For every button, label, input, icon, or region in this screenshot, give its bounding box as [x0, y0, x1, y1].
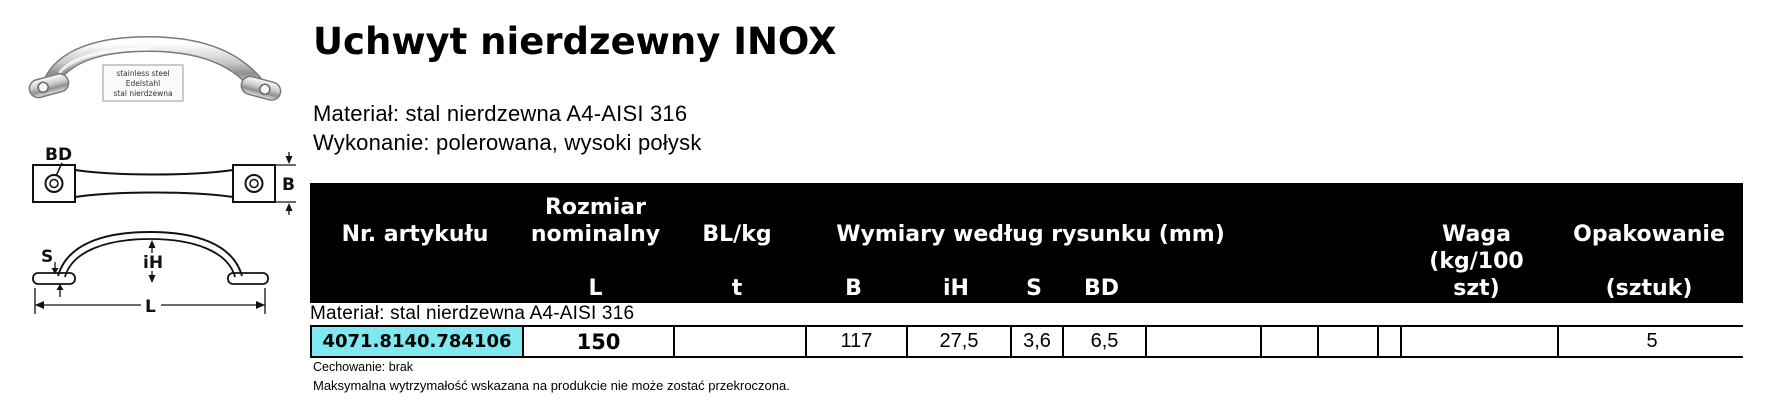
cell-dim-ih: 27,5: [906, 327, 1010, 356]
handle-left-ear: [28, 73, 70, 99]
technical-drawing: BD B S iH L: [32, 145, 296, 317]
cell-pack: 5: [1557, 327, 1745, 356]
product-photo: stainless steel Edelstahl stal nierdzewn…: [28, 35, 282, 102]
header-col-bl: BL/kg t: [671, 194, 803, 303]
cell-bl: [673, 327, 805, 356]
strength-note: Maksymalna wytrzymałość wskazana na prod…: [313, 378, 790, 393]
table-group-label: Materiał: stal nierdzewna A4-AISI 316: [310, 303, 635, 324]
header-dim-ih: iH: [943, 276, 969, 301]
product-table: Nr. artykułu Rozmiar nominalny L BL/kg t…: [310, 183, 1745, 358]
handle-right-ear: [240, 75, 282, 101]
table-header: Nr. artykułu Rozmiar nominalny L BL/kg t…: [310, 183, 1743, 303]
header-pack-line2: (sztuk): [1605, 276, 1693, 301]
header-dims-label: Wymiary według rysunku (mm): [836, 222, 1225, 247]
dim-label-ih: iH: [143, 253, 163, 273]
cell-dim-s: 3,6: [1010, 327, 1062, 356]
header-size-line2: nominalny: [530, 222, 661, 247]
dim-label-bd: BD: [45, 145, 72, 165]
page-title: Uchwyt nierdzewny INOX: [313, 20, 837, 63]
cell-article-number[interactable]: 4071.8140.784106: [312, 327, 522, 356]
table-row: 4071.8140.784106 150 117 27,5 3,6 6,5 5: [310, 325, 1745, 358]
header-dim-bd: BD: [1083, 276, 1120, 301]
cell-empty: [1377, 327, 1400, 356]
cell-empty: [1260, 327, 1317, 356]
finish-line: Wykonanie: polerowana, wysoki połysk: [313, 130, 702, 155]
photo-label-line3: stal nierdzewna: [113, 89, 172, 98]
header-col-spacer: [1258, 194, 1398, 303]
header-col-weight: Waga (kg/100 szt): [1398, 194, 1555, 303]
photo-material-label: stainless steel Edelstahl stal nierdzewn…: [102, 64, 184, 102]
material-line: Materiał: stal nierdzewna A4-AISI 316: [313, 101, 688, 126]
cell-empty: [1145, 327, 1260, 356]
dim-label-l: L: [145, 297, 156, 317]
header-col-article: Nr. artykułu: [310, 194, 520, 303]
photo-label-line1: stainless steel: [116, 69, 169, 78]
header-dim-s: S: [1026, 276, 1042, 301]
header-weight-line2: (kg/100: [1429, 249, 1524, 274]
header-pack-line1: Opakowanie: [1573, 222, 1725, 247]
photo-label-line2: Edelstahl: [126, 79, 160, 88]
header-article-label: Nr. artykułu: [341, 222, 489, 247]
header-dim-b: B: [845, 276, 862, 301]
header-col-pack: Opakowanie (sztuk): [1555, 194, 1743, 303]
header-col-dimensions: Wymiary według rysunku (mm) B iH S BD: [803, 194, 1258, 303]
header-weight-line3: szt): [1453, 276, 1500, 301]
cell-empty: [1317, 327, 1377, 356]
header-col-size: Rozmiar nominalny L: [520, 194, 671, 303]
cell-dim-b: 117: [805, 327, 906, 356]
dim-label-b: B: [282, 175, 295, 195]
marking-note: Cechowanie: brak: [313, 360, 414, 374]
header-bl-unit: t: [731, 276, 743, 301]
cell-nominal-size: 150: [522, 327, 673, 356]
cell-dim-bd: 6,5: [1062, 327, 1145, 356]
header-bl-label: BL/kg: [702, 222, 772, 247]
cell-weight: [1400, 327, 1557, 356]
header-size-line1: Rozmiar: [544, 195, 647, 220]
dim-label-s: S: [41, 247, 53, 267]
header-weight-line1: Waga: [1442, 222, 1511, 247]
header-size-unit: L: [588, 276, 603, 301]
